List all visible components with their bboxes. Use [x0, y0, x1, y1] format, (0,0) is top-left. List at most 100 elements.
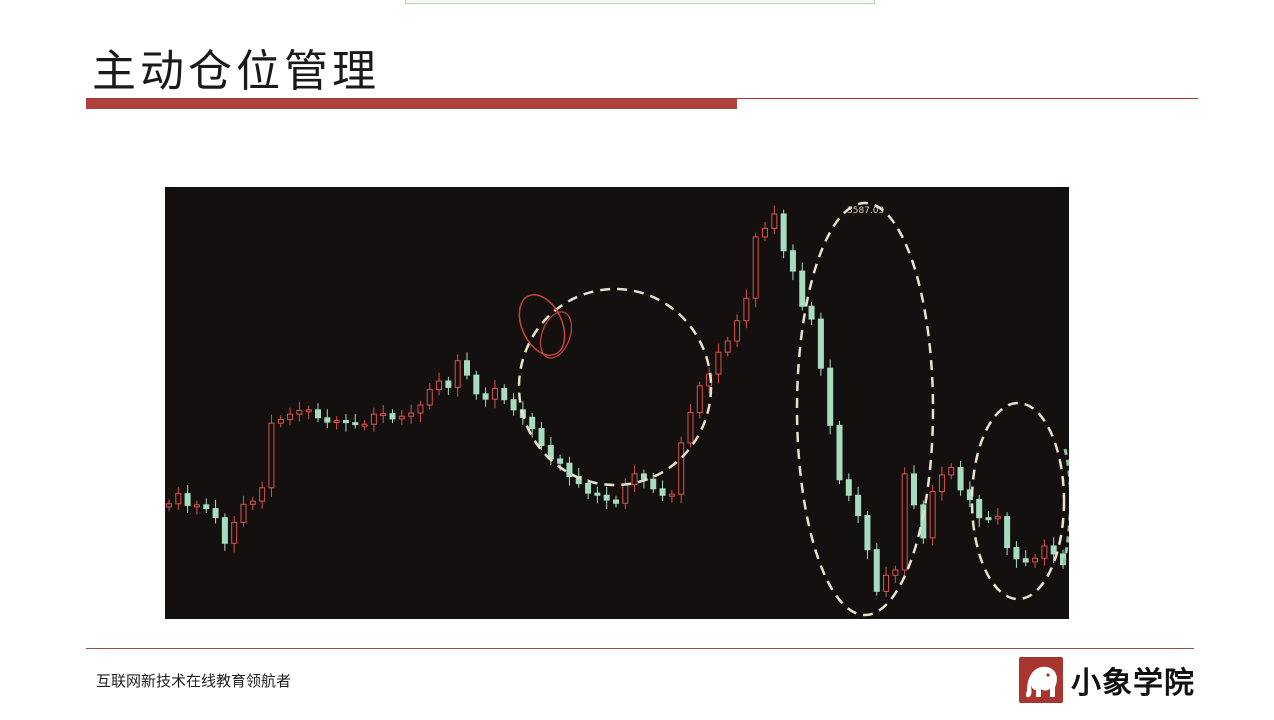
candle-body: [836, 424, 843, 481]
candle-body: [491, 387, 498, 400]
candle-body: [594, 492, 601, 496]
candle-body: [473, 374, 480, 395]
hand-drawn-circle-inner: [539, 311, 573, 359]
candle-body: [985, 517, 992, 521]
candle-body: [724, 340, 731, 353]
candle-body: [771, 213, 778, 229]
candle-body: [762, 227, 768, 238]
peak-value-label: 3587.03: [847, 206, 884, 216]
elephant-logo-icon: [1019, 657, 1063, 703]
candle-body: [603, 494, 610, 501]
candle-body: [1050, 545, 1057, 555]
candle-body: [249, 500, 256, 505]
candle-body: [277, 418, 284, 424]
highlight-circle-3: [970, 401, 1066, 601]
candle-body: [436, 380, 443, 391]
candle-body: [370, 413, 377, 425]
candle-body: [715, 351, 722, 375]
title-accent-bar: [86, 99, 737, 109]
candle-body: [268, 422, 275, 489]
candle-body: [957, 466, 964, 491]
candle-body: [333, 420, 340, 424]
candle-body: [780, 213, 787, 252]
candle-body: [352, 422, 359, 426]
candle-body: [678, 442, 685, 495]
candle-body: [445, 380, 452, 388]
candle-body: [501, 387, 508, 401]
candle-body: [650, 478, 657, 490]
candle-body: [659, 488, 666, 496]
candle-body: [892, 569, 899, 576]
candle-body: [342, 420, 349, 424]
candle-body: [948, 466, 955, 476]
candle-body: [166, 503, 172, 508]
candle-body: [529, 416, 536, 430]
highlight-circle-1: [517, 287, 713, 487]
candle-body: [315, 409, 321, 419]
candle-body: [920, 504, 927, 539]
candle-body: [454, 360, 461, 388]
candlestick-chart: 3587.03: [165, 187, 1069, 619]
candle-body: [696, 385, 703, 414]
candle-body: [361, 423, 368, 427]
candle-body: [883, 574, 890, 592]
candle-body: [901, 473, 908, 571]
candle-body: [1041, 545, 1048, 559]
candle-body: [482, 393, 489, 400]
highlight-circle-4-partial: [1061, 448, 1069, 570]
candle-body: [789, 250, 796, 272]
candle-body: [631, 473, 638, 486]
candle-body: [380, 413, 387, 417]
candle-body: [426, 389, 433, 406]
candle-body: [212, 508, 219, 519]
candle-body: [1032, 557, 1039, 563]
candle-body: [585, 483, 592, 494]
candle-body: [231, 521, 238, 544]
candle-body: [203, 504, 210, 510]
highlight-circle-2: [795, 201, 935, 617]
candle-body: [1004, 516, 1011, 549]
candle-body: [296, 409, 303, 415]
candle-body: [259, 487, 266, 502]
candle-body: [175, 493, 182, 505]
page-title: 主动仓位管理: [92, 46, 380, 97]
candle-body: [417, 404, 424, 414]
candle-body: [240, 503, 247, 523]
candle-body: [911, 473, 917, 506]
candle-body: [613, 499, 619, 504]
candle-body: [827, 367, 834, 426]
candle-body: [752, 236, 759, 299]
footer-slogan: 互联网新技术在线教育领航者: [96, 672, 292, 690]
top-toolbar-strip: [405, 0, 875, 4]
candle-body: [464, 360, 470, 376]
candles-group: [166, 205, 1066, 598]
brand-name: 小象学院: [1071, 666, 1195, 701]
candle-body: [817, 318, 824, 369]
candle-body: [389, 413, 396, 420]
candle-body: [193, 504, 200, 508]
candle-body: [743, 297, 750, 322]
title-underline: [86, 98, 1198, 99]
candle-body: [734, 320, 741, 342]
candle-body: [566, 462, 573, 478]
candle-body: [557, 458, 564, 464]
candle-body: [305, 409, 312, 413]
candle-body: [622, 484, 629, 504]
candle-body: [538, 428, 545, 447]
candle-body: [864, 515, 871, 551]
candle-body: [1022, 558, 1029, 563]
hand-drawn-circle: [518, 294, 566, 356]
candle-body: [408, 412, 415, 417]
brand-logo-block: 小象学院: [1019, 657, 1195, 703]
candle-body: [799, 270, 806, 307]
candle-body: [1013, 547, 1020, 560]
candle-body: [808, 305, 815, 320]
candle-body: [184, 493, 191, 506]
candle-body: [640, 473, 647, 480]
candle-body: [221, 517, 228, 544]
chart-canvas: 3587.03: [166, 201, 1069, 617]
candle-body: [845, 479, 852, 496]
candle-body: [994, 516, 1001, 520]
candle-body: [398, 415, 405, 420]
candle-body: [668, 493, 675, 497]
